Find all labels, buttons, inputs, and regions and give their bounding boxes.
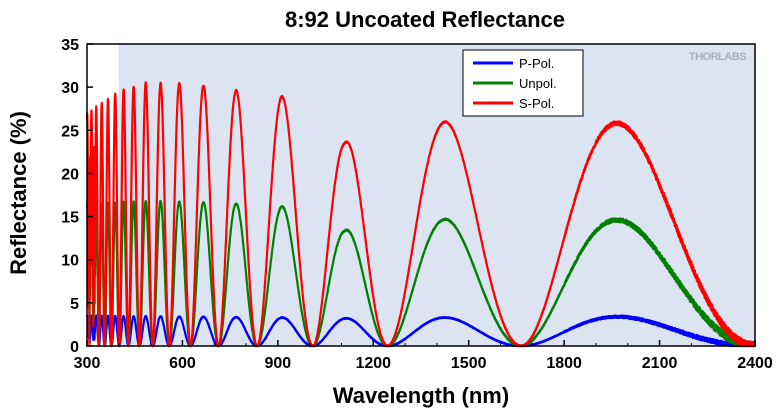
legend-label: P-Pol. [519, 56, 554, 71]
chart-title: 8:92 Uncoated Reflectance [285, 7, 565, 32]
x-tick-label: 2400 [737, 355, 773, 372]
y-tick-label: 10 [61, 253, 79, 270]
y-tick-label: 0 [70, 339, 79, 356]
series-s-pol-line [85, 81, 757, 348]
y-tick-label: 35 [61, 37, 79, 54]
legend-label: S-Pol. [519, 96, 554, 111]
x-tick-label: 600 [169, 355, 196, 372]
y-tick-label: 30 [61, 80, 79, 97]
y-tick-label: 20 [61, 166, 79, 183]
series-p-pol-line [85, 314, 757, 348]
x-tick-label: 1800 [546, 355, 582, 372]
x-tick-label: 900 [265, 355, 292, 372]
x-tick-label: 1500 [451, 355, 487, 372]
y-tick-label: 15 [61, 210, 79, 227]
y-tick-label: 25 [61, 123, 79, 140]
x-axis-label: Wavelength (nm) [333, 383, 509, 408]
plot-area [85, 43, 757, 348]
x-tick-label: 2100 [642, 355, 678, 372]
series-layer [85, 81, 757, 348]
thorlabs-watermark: THORLABS [689, 51, 746, 63]
series-unpol-line [85, 199, 756, 348]
y-axis-label: Reflectance (%) [6, 111, 31, 275]
x-tick-label: 300 [74, 355, 101, 372]
y-tick-label: 5 [70, 296, 79, 313]
legend: P-Pol. Unpol. S-Pol. [462, 49, 584, 117]
legend-label: Unpol. [519, 76, 557, 91]
x-tick-label: 1200 [355, 355, 391, 372]
plot-frame [86, 43, 756, 347]
y-axis: 0 5 10 15 20 25 30 35 [61, 37, 93, 356]
x-axis: 300 600 900 1200 1500 1800 2100 2400 [74, 340, 773, 372]
